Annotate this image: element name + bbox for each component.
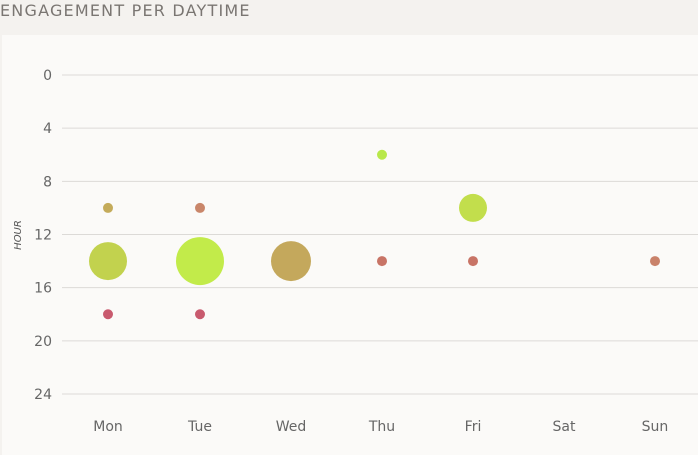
y-tick-label: 4 xyxy=(43,121,52,137)
chart-panel: 0 4 8 12 16 20 24 HOUR Mon Tue Wed Thu Fri Sat Sun xyxy=(2,35,698,455)
x-tick-label: Wed xyxy=(276,419,307,435)
bubble-fri-14[interactable] xyxy=(468,256,478,267)
bubble-tue-18[interactable] xyxy=(195,309,205,320)
bubble-fri-10[interactable] xyxy=(459,193,487,222)
x-tick-label: Sun xyxy=(642,419,669,435)
y-tick-label: 0 xyxy=(43,68,52,84)
bubble-chart: 0 4 8 12 16 20 24 HOUR Mon Tue Wed Thu Fri Sat Sun xyxy=(13,68,698,435)
y-tick-label: 8 xyxy=(43,174,52,190)
bubble-sun-14[interactable] xyxy=(650,256,660,267)
y-tick-label: 20 xyxy=(34,334,52,350)
bubble-mon-10[interactable] xyxy=(103,202,113,213)
bubble-wed-14[interactable] xyxy=(271,241,311,282)
chart-title: ENGAGEMENT PER DAYTIME xyxy=(0,1,251,20)
x-tick-label: Fri xyxy=(465,419,482,435)
x-tick-label: Tue xyxy=(187,419,212,435)
bubble-thu-14[interactable] xyxy=(377,256,387,267)
y-axis-title: HOUR xyxy=(13,220,24,250)
bubble-thu-6[interactable] xyxy=(377,149,387,160)
y-tick-label: 12 xyxy=(34,228,52,244)
bubble-mon-18[interactable] xyxy=(103,309,113,320)
x-tick-label: Thu xyxy=(368,419,395,435)
bubble-mon-14[interactable] xyxy=(89,242,127,281)
y-tick-label: 24 xyxy=(34,387,52,403)
x-tick-label: Sat xyxy=(553,419,576,435)
x-tick-label: Mon xyxy=(93,419,123,435)
bubble-tue-10[interactable] xyxy=(195,202,205,213)
bubble-tue-14[interactable] xyxy=(176,237,224,286)
y-tick-label: 16 xyxy=(34,281,52,297)
